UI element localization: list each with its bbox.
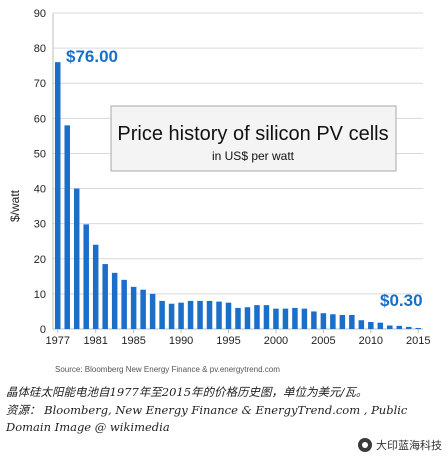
y-tick-label: 40 (34, 184, 46, 196)
y-tick-label: 20 (34, 254, 46, 266)
y-tick-label: 80 (34, 43, 46, 55)
bar (263, 305, 270, 329)
bar (358, 320, 365, 329)
bar (273, 308, 279, 329)
bar (415, 327, 422, 329)
bar-series (54, 62, 422, 330)
bar (64, 125, 70, 329)
caption-line-1: 晶体硅太阳能电池自1977年至2015年的价格历史图，单位为美元/瓦。 (6, 385, 368, 399)
y-tick-label: 30 (34, 219, 46, 231)
caption-line-3: Domain Image @ wikimedia (6, 420, 170, 434)
caption-line-2: 资源： Bloomberg, New Energy Finance & Ener… (6, 403, 408, 417)
bar (121, 279, 127, 329)
bar (92, 244, 99, 329)
bar (197, 300, 203, 329)
bar (377, 322, 384, 329)
annotation-end-price: $0.30 (380, 291, 423, 310)
bar (149, 293, 156, 329)
bar (292, 307, 298, 329)
bar (187, 300, 194, 329)
watermark-text: 大印蓝海科技 (376, 439, 442, 452)
x-tick-label: 2000 (264, 335, 288, 347)
y-tick-label: 0 (40, 324, 46, 336)
bar (73, 188, 80, 329)
bar (83, 224, 89, 329)
annotation-start-price: $76.00 (66, 47, 118, 66)
chart: $/watt 0 10 20 30 40 50 60 70 80 90 1977 1981 1985 19… (8, 8, 431, 374)
title-box: Price history of silicon PV cells in US$… (110, 105, 397, 172)
bar (301, 308, 308, 329)
source-note: Source: Bloomberg New Energy Finance & p… (55, 365, 280, 374)
bar (111, 272, 118, 329)
x-tick-label: 1995 (216, 335, 240, 347)
chart-title: Price history of silicon PV cells (117, 123, 388, 145)
bar (159, 300, 165, 329)
bar (368, 321, 374, 329)
wechat-icon (358, 438, 372, 452)
x-tick-label: 1990 (169, 335, 193, 347)
bar (330, 314, 336, 329)
bar (216, 301, 222, 329)
bar (168, 303, 175, 329)
y-tick-label: 50 (34, 148, 46, 160)
x-tick-label: 2005 (311, 335, 335, 347)
y-tick-label: 90 (34, 8, 46, 20)
axis-ticks: 0 10 20 30 40 50 60 70 80 90 1977 1981 1985 1990 1995 2… (34, 8, 431, 347)
bar (349, 314, 355, 329)
x-tick-label: 2010 (359, 335, 383, 347)
bar (254, 305, 260, 329)
watermark: 大印蓝海科技 (358, 437, 442, 453)
bar (225, 302, 232, 329)
y-tick-label: 70 (34, 78, 46, 90)
bar (320, 313, 327, 329)
bar (244, 307, 251, 329)
x-tick-label: 1985 (121, 335, 145, 347)
bar (206, 300, 213, 329)
bar (140, 289, 146, 329)
y-axis-label: $/watt (8, 189, 22, 222)
x-tick-label: 1981 (83, 335, 107, 347)
x-tick-label: 1977 (46, 335, 70, 347)
bar (387, 325, 393, 329)
y-tick-label: 10 (34, 289, 46, 301)
bar (282, 308, 289, 329)
bar (178, 302, 184, 329)
bar (396, 325, 403, 329)
y-tick-label: 60 (34, 113, 46, 125)
bar (235, 307, 241, 329)
bar (406, 326, 412, 329)
bar (130, 286, 137, 329)
bar (102, 264, 108, 329)
chart-subtitle: in US$ per watt (212, 149, 295, 163)
bar (54, 62, 61, 330)
x-tick-label: 2015 (406, 335, 430, 347)
bar (339, 314, 346, 329)
bar (311, 311, 317, 329)
